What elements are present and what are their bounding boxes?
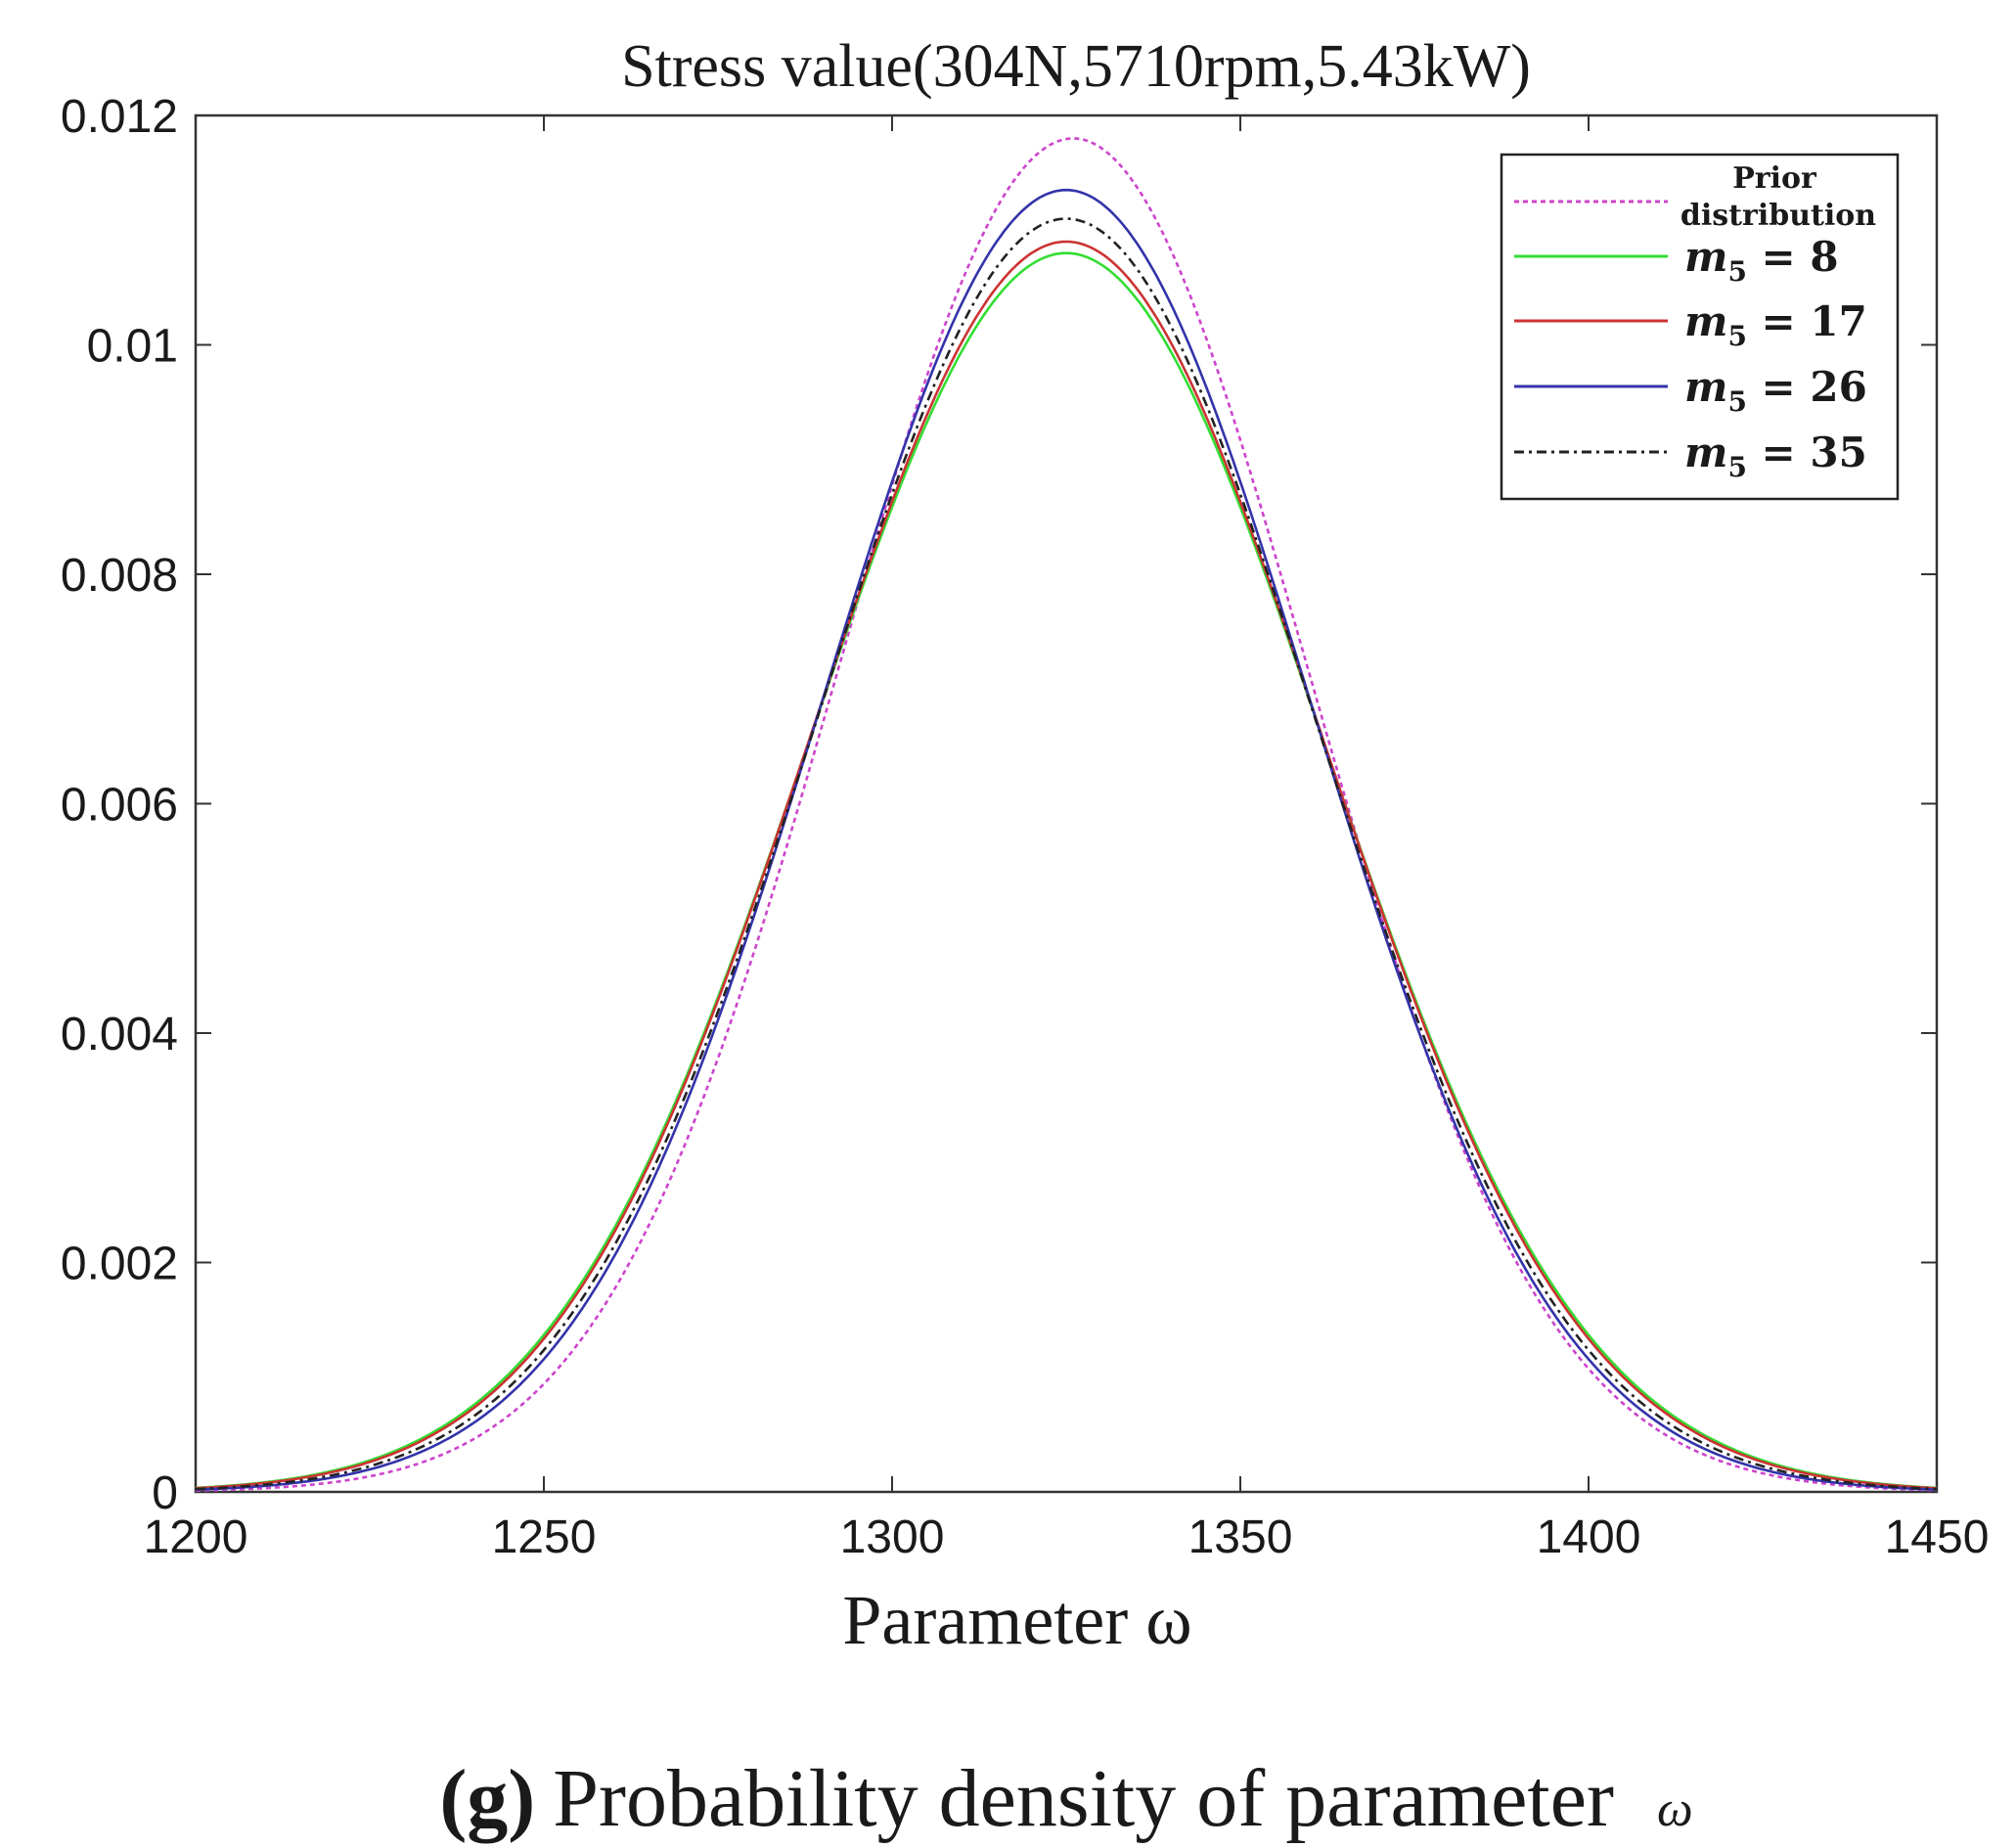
legend-label: distribution [1680,199,1876,233]
x-tick-label: 1450 [1885,1511,1990,1563]
series-line [195,240,1938,1490]
legend-box [1500,153,1900,501]
caption-text: Probability density of parameter [553,1753,1614,1844]
series-curves [195,137,1938,1492]
y-tick-label: 0.012 [61,91,178,143]
series-line [195,251,1938,1490]
y-tick-labels: 0 0.002 0.004 0.006 0.008 0.01 0.012 [61,91,178,1519]
legend-label: m5 = 17 [1684,297,1867,352]
caption-label: (g) [439,1753,535,1844]
y-tick-label: 0.008 [61,550,178,602]
legend-label: m5 = 8 [1684,233,1839,288]
legend-label: m5 = 35 [1684,428,1867,483]
x-axis-label: Parameter ω [842,1581,1191,1659]
legend-label: m5 = 26 [1684,363,1867,418]
y-tick-label: 0.004 [61,1009,178,1060]
x-tick-label: 1400 [1537,1511,1641,1563]
x-tick-labels: 1200 1250 1300 1350 1400 1450 [144,1511,1990,1563]
figure-caption: (g) Probability density of parameter ω [439,1753,1692,1844]
y-tick-label: 0.002 [61,1239,178,1290]
chart-title: Stress value(304N,5710rpm,5.43kW) [621,33,1531,100]
y-tick-label: 0 [152,1467,178,1519]
legend-label: Prior [1732,161,1817,196]
x-tick-label: 1350 [1188,1511,1293,1563]
x-tick-label: 1250 [492,1511,597,1563]
y-tick-label: 0.006 [61,780,178,832]
x-tick-label: 1200 [144,1511,248,1563]
axis-ticks [195,114,1938,1493]
y-tick-label: 0.01 [87,321,178,373]
svg-text:(g) Probability density: (g) Probability density of parameter ω [439,1753,1692,1844]
caption-symbol: ω [1657,1781,1693,1837]
series-line [195,188,1938,1491]
x-tick-label: 1300 [840,1511,945,1563]
series-line [195,137,1937,1492]
